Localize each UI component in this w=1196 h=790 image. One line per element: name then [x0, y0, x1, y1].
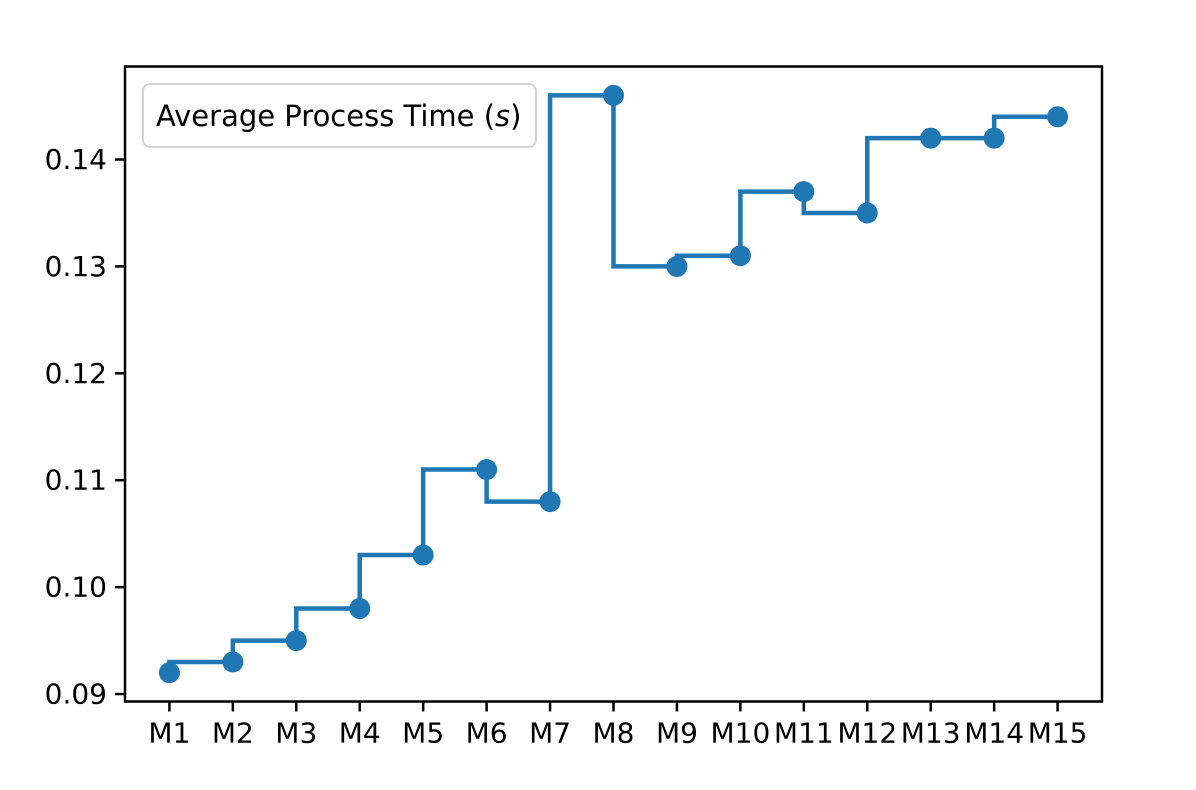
x-tick-label: M2	[212, 717, 254, 750]
step-line	[167, 93, 1058, 673]
data-point-marker	[1047, 106, 1069, 128]
y-tick-label: 0.11	[45, 464, 107, 497]
y-tick-label: 0.09	[45, 678, 107, 711]
data-point-marker	[285, 630, 307, 652]
x-tick-label: M4	[339, 717, 381, 750]
x-tick-label: M8	[593, 717, 635, 750]
data-point-marker	[793, 181, 815, 203]
data-point-marker	[476, 459, 498, 481]
data-point-marker	[729, 245, 751, 267]
data-point-marker	[412, 544, 434, 566]
x-tick-label: M15	[1028, 717, 1088, 750]
x-tick-label: M13	[901, 717, 961, 750]
x-tick-label: M11	[774, 717, 834, 750]
y-tick-label: 0.10	[45, 571, 107, 604]
data-point-marker	[539, 491, 561, 513]
x-tick-label: M9	[656, 717, 698, 750]
x-tick-label: M12	[837, 717, 897, 750]
data-point-marker	[666, 255, 688, 277]
x-tick-label: M14	[964, 717, 1024, 750]
x-tick-label: M10	[710, 717, 770, 750]
data-point-marker	[349, 597, 371, 619]
data-point-marker	[158, 662, 180, 684]
x-tick-label: M5	[402, 717, 444, 750]
legend-label-suffix: )	[510, 98, 522, 133]
x-tick-label: M6	[466, 717, 508, 750]
x-tick-label: M1	[148, 717, 190, 750]
legend: Average Process Time (s)	[142, 83, 537, 148]
axes-frame	[123, 65, 1104, 703]
legend-label-italic: s	[495, 98, 511, 133]
data-point-marker	[603, 84, 624, 106]
legend-label-prefix: Average Process Time (	[156, 98, 496, 133]
data-point-marker	[222, 651, 244, 673]
data-point-marker	[920, 127, 942, 149]
legend-label: Average Process Time (s)	[156, 99, 521, 133]
x-tick-label: M7	[529, 717, 571, 750]
y-tick-label: 0.13	[45, 250, 107, 283]
data-point-marker	[856, 202, 878, 224]
y-tick-label: 0.12	[45, 357, 107, 390]
x-tick-label: M3	[275, 717, 317, 750]
data-point-marker	[983, 127, 1005, 149]
y-tick-label: 0.14	[45, 143, 107, 176]
